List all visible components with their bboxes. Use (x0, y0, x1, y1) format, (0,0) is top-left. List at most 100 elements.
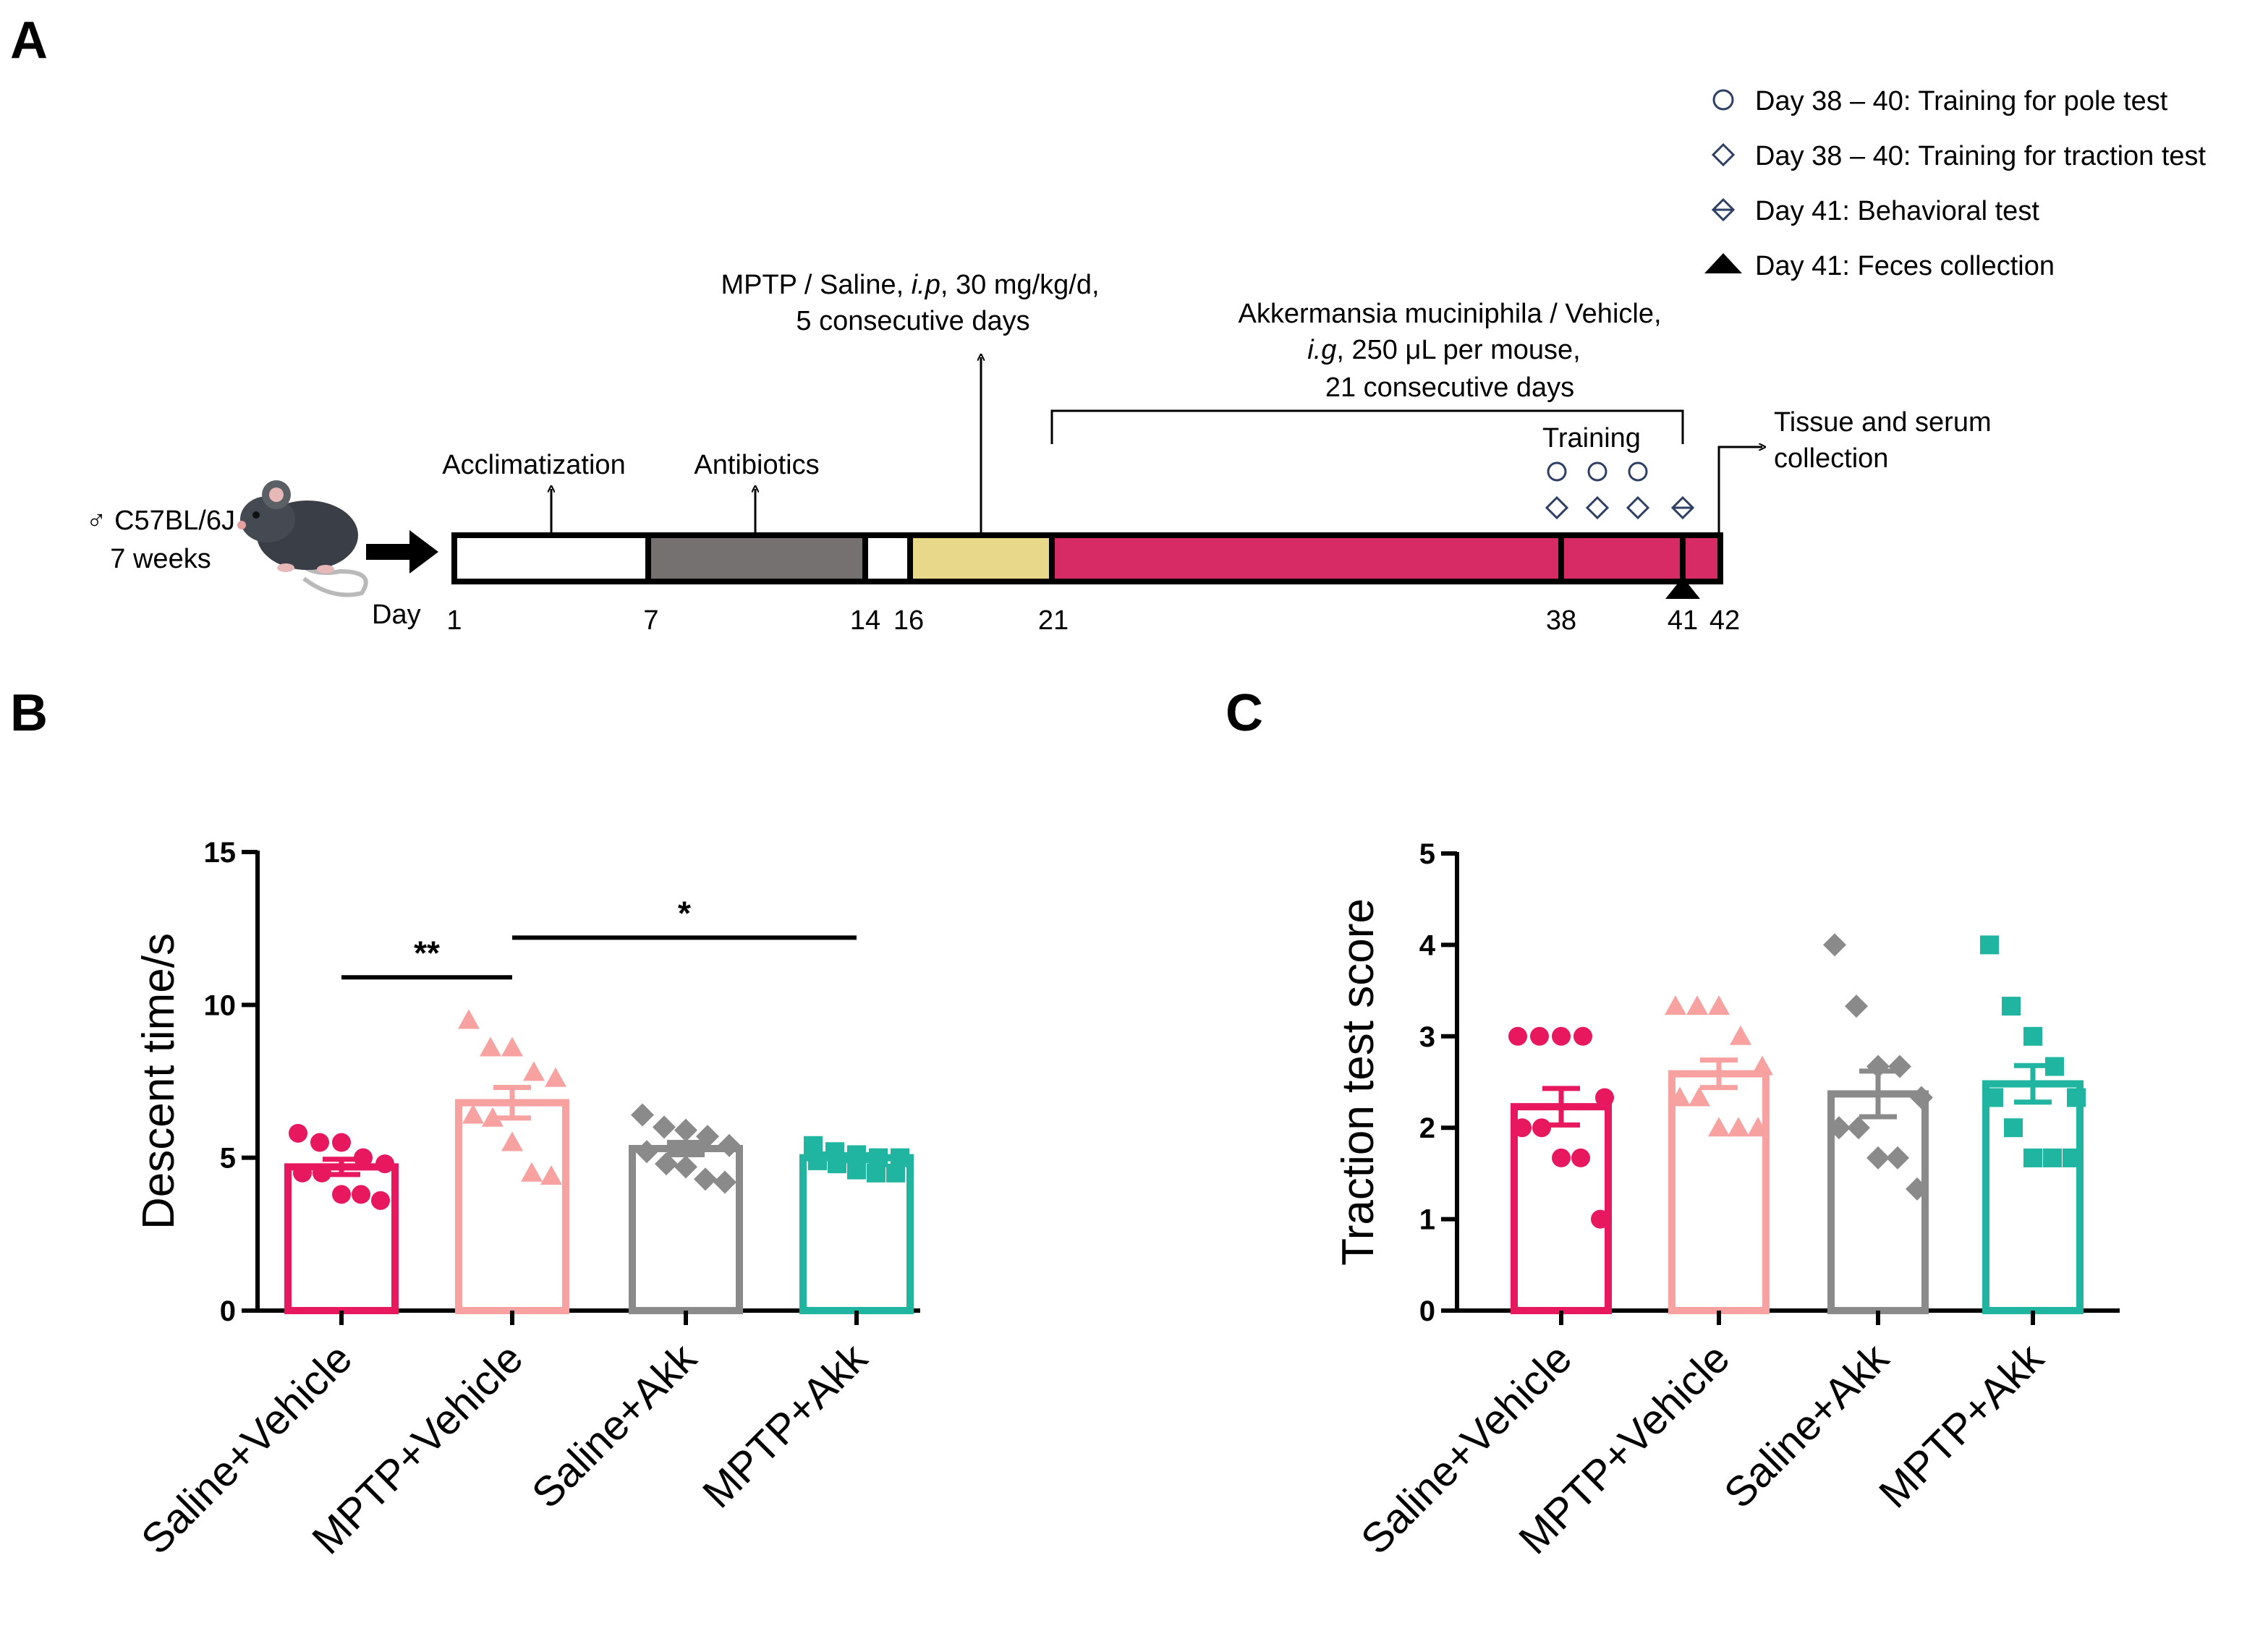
data-point (828, 1154, 846, 1174)
day-tick-16: 16 (893, 605, 924, 636)
bar-group-0 (284, 1123, 399, 1315)
y-tick-label: 15 (204, 837, 237, 869)
feces-triangle-marker (1665, 577, 1700, 599)
data-point (1571, 1148, 1590, 1167)
y-tick-label: 5 (220, 1143, 236, 1175)
mptp-label-line1: MPTP / Saline, i.p, 30 mg/kg/d, (721, 270, 1099, 300)
data-point (371, 1191, 390, 1210)
data-point (1866, 1146, 1890, 1170)
data-point (289, 1123, 307, 1143)
day-tick-42: 42 (1710, 605, 1740, 636)
timeline-legend: Day 38 – 40: Training for pole test Day … (1704, 86, 2207, 281)
subject-strain: ♂ C57BL/6J (86, 506, 235, 536)
data-point (1751, 1055, 1773, 1076)
data-point (1686, 995, 1708, 1015)
data-point (293, 1163, 312, 1183)
day-tick-14: 14 (850, 605, 880, 636)
data-point (482, 1107, 504, 1127)
data-point (1728, 1117, 1749, 1137)
legend-diamond-line-icon (1711, 197, 1736, 222)
bar-group-1 (455, 1009, 569, 1314)
timeline-panel: ♂ C57BL/6J 7 weeks Day 1 7 14 16 21 38 41 42 Ac… (86, 86, 2207, 636)
day-tick-21: 21 (1038, 605, 1069, 636)
subject-age: 7 weeks (110, 544, 211, 574)
data-point (1573, 1026, 1592, 1046)
data-point (867, 1163, 885, 1183)
data-point (2002, 997, 2021, 1016)
data-point (808, 1151, 827, 1170)
data-point (352, 1185, 370, 1204)
data-point (2043, 1148, 2062, 1167)
tissue-arrow (1717, 447, 1762, 535)
data-point (1823, 933, 1846, 957)
legend-item-behavioral: Day 41: Behavioral test (1755, 196, 2039, 226)
akk-label-line1: Akkermansia muciniphila / Vehicle, (1238, 299, 1661, 329)
data-point (713, 1170, 736, 1194)
bar (1668, 1070, 1770, 1315)
x-tick-label: Saline+Akk (1715, 1334, 1898, 1517)
panel-label-c: C (1226, 684, 1263, 742)
data-point (1591, 1209, 1610, 1229)
data-point (501, 1036, 523, 1057)
data-point (523, 1061, 545, 1081)
y-axis-label: Traction test score (1333, 898, 1383, 1266)
data-point (655, 1152, 678, 1176)
x-tick-label: Saline+Akk (523, 1334, 706, 1517)
data-point (1669, 1086, 1691, 1107)
data-point (313, 1163, 331, 1183)
data-point (718, 1133, 741, 1157)
bar-group-0 (1508, 1026, 1614, 1315)
data-point (1552, 1026, 1571, 1046)
panel-label-a: A (10, 12, 48, 69)
data-point (1888, 1055, 1911, 1078)
data-point (1866, 1055, 1890, 1078)
bar (1511, 1103, 1612, 1315)
data-point (462, 1104, 484, 1124)
data-point (886, 1163, 905, 1183)
data-point (847, 1160, 866, 1180)
segment-mptp (907, 532, 1055, 584)
x-tick-label: MPTP+Akk (1870, 1334, 2053, 1517)
y-tick-label: 5 (1419, 838, 1435, 870)
segment-antibiotics (645, 532, 868, 584)
bar-group-3 (799, 1136, 914, 1314)
data-point (480, 1036, 501, 1057)
day-tick-38: 38 (1546, 605, 1576, 636)
day-label: Day (372, 600, 421, 630)
bar-group-1 (1665, 995, 1773, 1315)
data-point (1708, 995, 1730, 1015)
legend-triangle-icon (1704, 253, 1742, 273)
data-point (2067, 1088, 2086, 1107)
acclimatization-label: Acclimatization (442, 450, 625, 480)
y-tick-label: 10 (204, 989, 237, 1021)
bar (1982, 1080, 2084, 1314)
data-point (332, 1133, 351, 1152)
legend-circle-icon (1712, 89, 1734, 111)
data-point (310, 1133, 329, 1152)
data-point (458, 1009, 480, 1029)
data-point (674, 1118, 697, 1142)
data-point (332, 1185, 351, 1204)
data-point (1984, 1088, 2003, 1107)
day-tick-1: 1 (446, 605, 462, 636)
data-point (631, 1103, 654, 1127)
y-tick-label: 3 (1419, 1021, 1435, 1053)
y-tick-label: 0 (1419, 1295, 1435, 1327)
legend-item-pole: Day 38 – 40: Training for pole test (1755, 86, 2168, 116)
akk-bracket (1050, 409, 1684, 444)
training-markers (1545, 461, 1695, 520)
x-tick-label: MPTP+Akk (694, 1334, 877, 1517)
y-axis-label: Descent time/s (134, 933, 184, 1230)
training-label: Training (1542, 423, 1641, 453)
day-ticks: 1 7 14 16 21 38 41 42 (446, 605, 1740, 636)
segment-akk (1049, 532, 1723, 584)
data-point (1730, 1025, 1751, 1045)
data-point (1906, 1177, 1929, 1201)
panel-label-b: B (10, 684, 48, 742)
y-tick-label: 4 (1419, 929, 1436, 961)
day-tick-7: 7 (643, 605, 658, 636)
legend-item-feces: Day 41: Feces collection (1755, 251, 2055, 281)
significance-label: ** (414, 934, 440, 971)
bar-group-2 (1823, 933, 1933, 1314)
